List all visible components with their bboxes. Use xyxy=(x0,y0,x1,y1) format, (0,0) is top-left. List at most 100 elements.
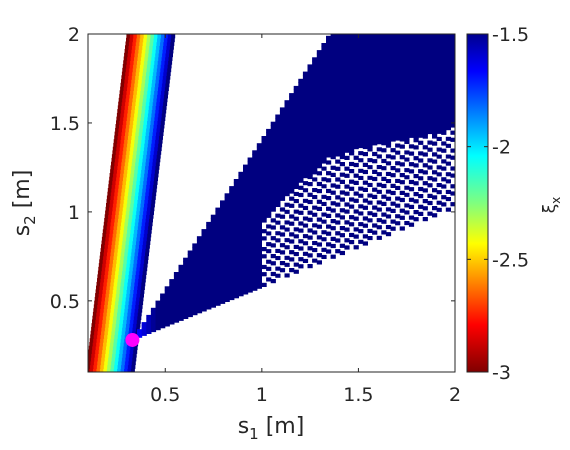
band1-cell xyxy=(143,210,148,215)
band1-cell xyxy=(151,142,156,148)
band2-cell xyxy=(252,279,258,284)
band2-cell xyxy=(344,245,350,250)
band1-cell xyxy=(121,157,126,163)
band2-cell xyxy=(381,130,387,135)
band1-cell xyxy=(111,214,116,219)
band2-cell xyxy=(312,205,318,210)
band2-cell xyxy=(408,130,415,135)
band2-cell xyxy=(307,71,313,76)
band2-cell xyxy=(376,119,382,124)
band2-cell xyxy=(330,137,336,142)
band1-cell xyxy=(163,97,168,103)
band2-cell xyxy=(450,202,455,207)
band2-cell xyxy=(381,37,387,42)
band2-cell xyxy=(160,314,166,318)
band1-cell xyxy=(134,142,138,148)
band2-cell xyxy=(339,126,345,131)
band2-cell xyxy=(312,106,318,111)
band2-cell xyxy=(243,193,249,198)
band2-cell xyxy=(256,164,262,169)
band1-cell xyxy=(115,270,120,275)
band2-cell xyxy=(326,42,332,48)
band2-cell xyxy=(270,171,276,176)
band1-cell xyxy=(108,210,113,215)
band1-cell xyxy=(136,90,141,95)
band1-cell xyxy=(131,75,136,80)
band2-cell xyxy=(335,116,341,121)
band2-cell xyxy=(247,221,253,226)
band2-cell xyxy=(256,213,262,218)
band1-cell xyxy=(108,270,113,275)
band1-cell xyxy=(127,109,132,114)
band1-cell xyxy=(107,251,111,257)
band2-cell xyxy=(362,41,368,46)
band2-cell xyxy=(270,164,276,169)
band1-cell xyxy=(88,353,92,358)
band2-cell xyxy=(404,79,410,84)
band1-cell xyxy=(150,180,155,185)
band2-cell xyxy=(335,231,341,236)
band1-cell xyxy=(117,165,122,170)
band1-cell xyxy=(133,173,138,178)
band2-cell xyxy=(238,235,244,240)
band2-cell xyxy=(385,80,392,85)
band2-cell xyxy=(293,142,299,147)
band2-cell xyxy=(224,211,230,216)
band1-cell xyxy=(126,206,131,212)
band1-cell xyxy=(150,206,155,212)
band2-cell xyxy=(243,222,249,227)
band2-cell xyxy=(367,58,373,63)
band2-cell xyxy=(178,309,184,314)
band1-cell xyxy=(131,248,136,253)
band1-cell xyxy=(128,71,133,76)
band2-cell xyxy=(450,62,455,67)
band1-cell xyxy=(148,225,153,230)
band1-cell xyxy=(129,349,134,354)
band2-cell xyxy=(178,268,184,273)
band1-cell xyxy=(115,214,119,219)
band2-cell xyxy=(229,267,235,272)
band2-cell xyxy=(201,268,207,273)
band2-cell xyxy=(187,285,193,290)
band1-cell xyxy=(117,278,122,283)
band2-cell xyxy=(192,289,198,294)
band2-cell xyxy=(385,72,392,77)
band2-cell xyxy=(432,188,438,193)
band1-cell xyxy=(153,120,158,125)
band2-cell xyxy=(307,93,313,98)
band2-cell xyxy=(381,87,387,92)
band2-cell xyxy=(266,249,272,254)
band2-cell xyxy=(220,257,226,262)
band1-cell xyxy=(135,244,140,249)
band2-cell xyxy=(413,102,419,107)
band1-cell xyxy=(162,79,167,84)
band2-cell xyxy=(399,91,405,96)
band1-cell xyxy=(91,326,96,332)
band2-cell xyxy=(418,51,424,56)
band2-cell xyxy=(395,69,401,74)
band1-cell xyxy=(124,195,129,200)
band2-cell xyxy=(279,128,286,133)
band2-cell xyxy=(178,316,184,321)
band2-cell xyxy=(353,227,359,232)
band2-cell xyxy=(358,239,364,244)
band2-cell xyxy=(187,278,193,283)
band1-cell xyxy=(126,37,130,43)
band2-cell xyxy=(372,44,378,49)
band2-cell xyxy=(390,91,396,96)
band2-cell xyxy=(422,73,428,78)
band2-cell xyxy=(362,80,368,85)
band1-cell xyxy=(123,315,128,321)
band2-cell xyxy=(408,98,415,103)
band2-cell xyxy=(390,119,396,124)
band2-cell xyxy=(418,66,424,71)
band2-cell xyxy=(307,192,313,197)
band2-cell xyxy=(224,276,230,281)
band2-cell xyxy=(256,210,262,215)
band2-cell xyxy=(155,304,161,309)
band2-cell xyxy=(372,105,378,110)
band2-cell xyxy=(427,158,433,163)
band2-cell xyxy=(316,117,322,122)
band2-cell xyxy=(330,62,336,67)
band2-cell xyxy=(404,132,410,137)
